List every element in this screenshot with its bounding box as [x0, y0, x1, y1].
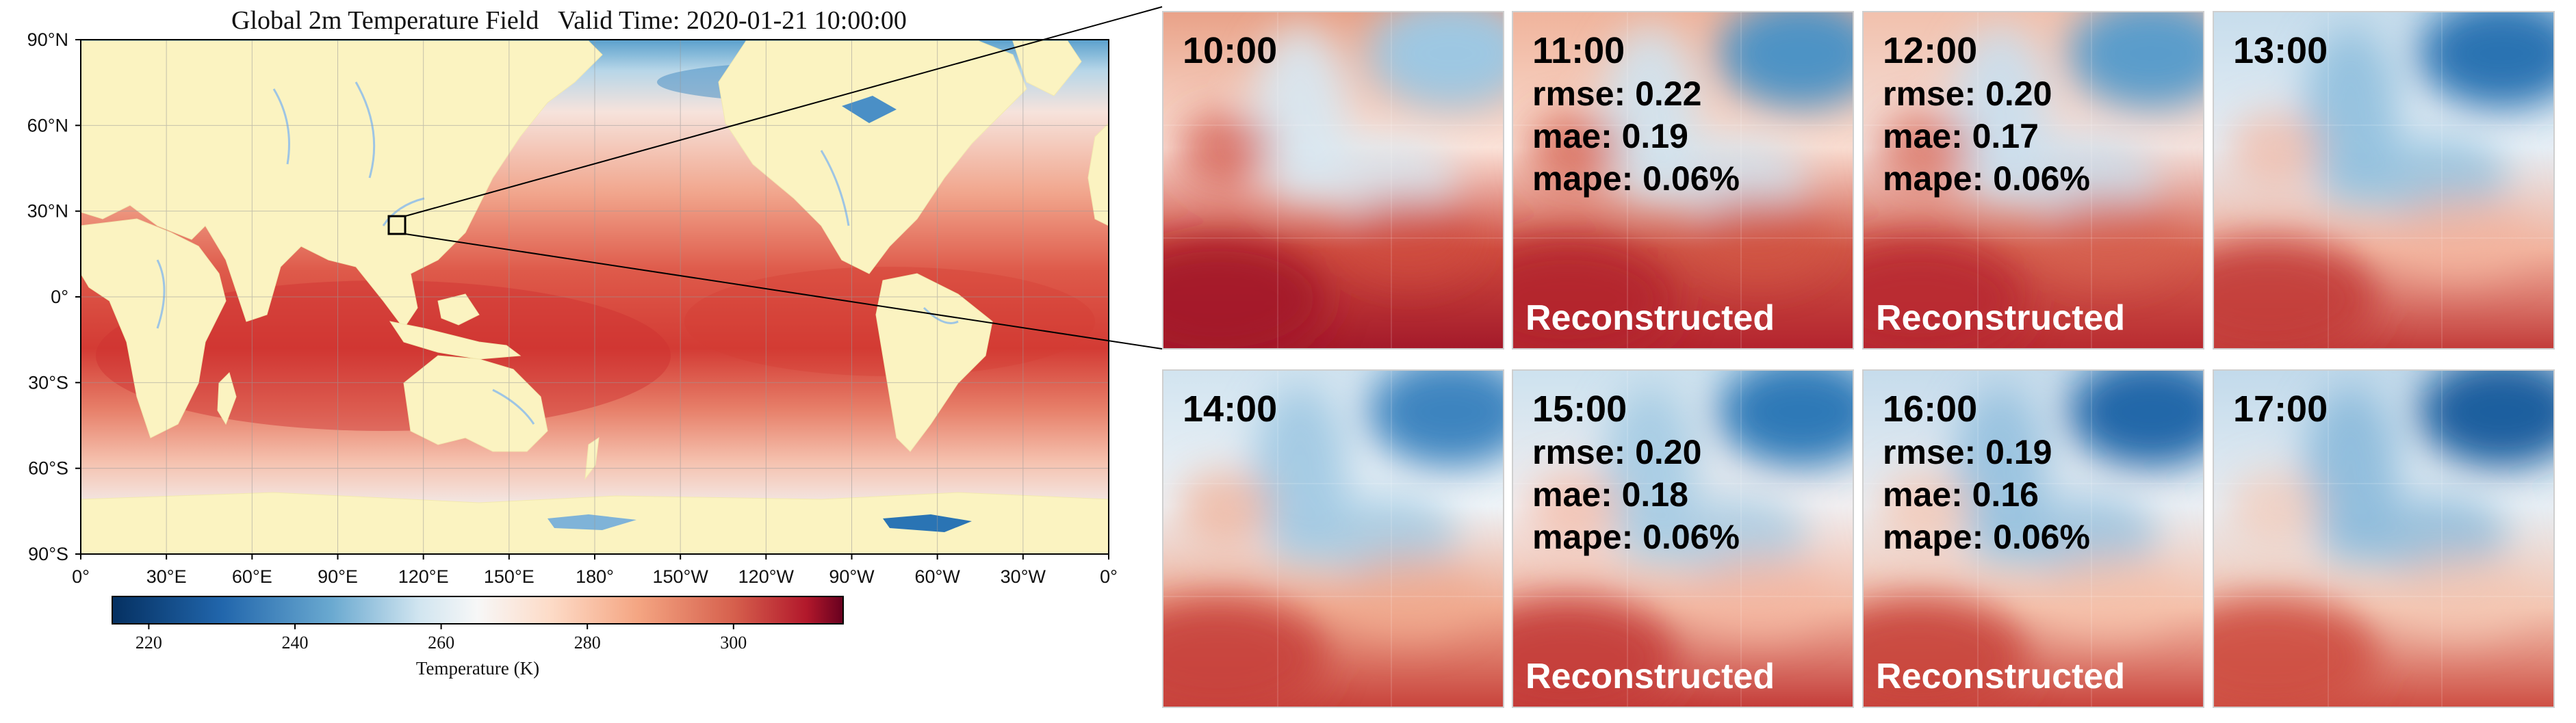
x-tick-label: 60°E	[232, 566, 272, 587]
panel-reconstructed-label: Reconstructed	[1876, 298, 2126, 338]
panel-time-label: 10:00	[1183, 30, 1278, 71]
panel-time-label: 15:00	[1532, 389, 1627, 430]
panel-metric-mape: mape: 0.06%	[1532, 159, 1740, 198]
colorbar-tick-label: 240	[282, 633, 309, 653]
y-tick-label: 90°S	[28, 544, 68, 564]
colorbar-tick-label: 300	[720, 633, 747, 653]
connector-line	[404, 6, 1163, 217]
zoom-panel-1300: 13:00	[2213, 11, 2555, 350]
panel-metric-mae: mae: 0.17	[1883, 117, 2039, 155]
panel-metric-rmse: rmse: 0.20	[1532, 433, 1702, 471]
panel-field	[1513, 12, 1853, 348]
y-tick-label: 30°S	[28, 372, 68, 393]
colorbar-tick-label: 220	[136, 633, 162, 653]
connector-line	[404, 233, 1163, 350]
colorbar-ticks: 220 240 260 280 300	[136, 624, 747, 653]
graticule	[81, 40, 1109, 554]
panel-metric-mae: mae: 0.18	[1532, 475, 1688, 514]
panel-reconstructed-label: Reconstructed	[1525, 298, 1775, 338]
x-tick-label: 180°	[576, 566, 614, 587]
global-map-figure: Global 2m Temperature Field Valid Time: …	[27, 6, 1163, 679]
panel-metric-mape: mape: 0.06%	[1883, 518, 2090, 556]
panel-metric-mape: mape: 0.06%	[1883, 159, 2090, 198]
zoom-panel-1400: 14:00	[1162, 369, 1504, 708]
x-tick-label: 30°E	[146, 566, 187, 587]
valid-time: Valid Time: 2020-01-21 10:00:00	[558, 6, 907, 35]
colorbar	[112, 596, 844, 625]
land-masses	[81, 40, 1109, 554]
hudson-bay	[842, 96, 897, 123]
panel-field	[1864, 371, 2203, 707]
x-tick-label: 60°W	[915, 566, 961, 587]
y-tick-label: 60°N	[27, 115, 68, 135]
colorbar-tick-label: 280	[574, 633, 601, 653]
panel-time-label: 11:00	[1532, 30, 1625, 71]
panel-metric-rmse: rmse: 0.20	[1883, 75, 2052, 113]
panel-reconstructed-label: Reconstructed	[1525, 657, 1775, 696]
x-tick-label: 120°W	[738, 566, 795, 587]
highlight-box	[387, 215, 407, 235]
ice-shelf	[548, 514, 636, 530]
panel-metric-mae: mae: 0.19	[1532, 117, 1688, 155]
x-tick-labels: 0° 30°E 60°E 90°E 120°E 150°E 180° 150°W 120°W 90…	[72, 554, 1118, 587]
colorbar-label: Temperature (K)	[416, 658, 539, 679]
panel-field	[2214, 371, 2553, 707]
x-tick-label: 150°E	[484, 566, 534, 587]
zoom-panel-1100: 11:00 rmse: 0.22 mae: 0.19 mape: 0.06% Recon…	[1512, 11, 1854, 350]
y-tick-label: 0°	[51, 287, 68, 307]
zoom-panel-1200: 12:00 rmse: 0.20 mae: 0.17 mape: 0.06% Recon…	[1862, 11, 2204, 350]
y-tick-label: 90°N	[27, 29, 68, 50]
x-tick-label: 90°E	[318, 566, 358, 587]
panel-time-label: 13:00	[2233, 30, 2328, 71]
panel-metric-mae: mae: 0.16	[1883, 475, 2039, 514]
map-title: Global 2m Temperature Field	[231, 6, 539, 35]
panel-field	[1163, 371, 1503, 707]
x-tick-label: 120°E	[398, 566, 449, 587]
panel-reconstructed-label: Reconstructed	[1876, 657, 2126, 696]
zoom-panel-1500: 15:00 rmse: 0.20 mae: 0.18 mape: 0.06% Recon…	[1512, 369, 1854, 708]
panel-time-label: 12:00	[1883, 30, 1978, 71]
colorbar-tick-label: 260	[428, 633, 454, 653]
x-tick-label: 30°W	[1001, 566, 1046, 587]
panel-field	[1163, 12, 1503, 348]
panel-field	[1864, 12, 2203, 348]
x-tick-label: 90°W	[829, 566, 875, 587]
panel-metric-rmse: rmse: 0.19	[1883, 433, 2052, 471]
panel-time-label: 16:00	[1883, 389, 1978, 430]
zoom-panel-1600: 16:00 rmse: 0.19 mae: 0.16 mape: 0.06% Recon…	[1862, 369, 2204, 708]
x-tick-label: 0°	[72, 566, 90, 587]
y-tick-label: 30°N	[27, 201, 68, 222]
x-tick-label: 150°W	[652, 566, 708, 587]
panel-time-label: 14:00	[1183, 389, 1278, 430]
map-plot-area	[81, 40, 1109, 554]
ice-shelf	[883, 514, 972, 532]
y-tick-label: 60°S	[28, 458, 68, 479]
panel-time-label: 17:00	[2233, 389, 2328, 430]
zoom-panel-1700: 17:00	[2213, 369, 2555, 708]
panel-field	[1513, 371, 1853, 707]
panel-metric-rmse: rmse: 0.22	[1532, 75, 1702, 113]
rivers	[156, 81, 959, 425]
panel-field	[2214, 12, 2553, 348]
panel-metric-mape: mape: 0.06%	[1532, 518, 1740, 556]
y-tick-labels: 90°N 60°N 30°N 0° 30°S 60°S 90°S	[27, 29, 81, 564]
x-tick-label: 0°	[1100, 566, 1118, 587]
zoom-panel-1000: 10:00	[1162, 11, 1504, 350]
